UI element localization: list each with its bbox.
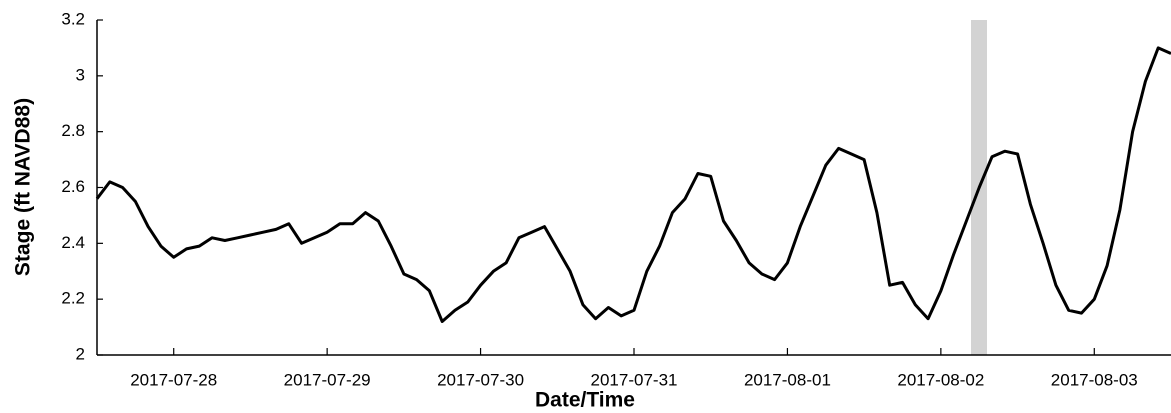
x-axis-title: Date/Time xyxy=(535,389,635,412)
x-tick-label: 2017-08-02 xyxy=(897,370,984,389)
x-tick-label: 2017-07-30 xyxy=(437,370,524,389)
x-tick-label: 2017-07-31 xyxy=(591,370,678,389)
y-tick-label: 2 xyxy=(76,344,85,363)
y-axis-title: Stage (ft NAVD88) xyxy=(12,98,35,276)
x-tick-label: 2017-07-28 xyxy=(130,370,217,389)
y-tick-label: 2.4 xyxy=(61,233,85,252)
x-tick-label: 2017-07-29 xyxy=(284,370,371,389)
y-tick-label: 3 xyxy=(76,65,85,84)
series-line xyxy=(95,46,1171,323)
x-tick-label: 2017-08-01 xyxy=(744,370,831,389)
x-tick-label: 2017-08-03 xyxy=(1051,370,1138,389)
y-tick-label: 3.2 xyxy=(61,9,85,28)
y-tick-label: 2.2 xyxy=(61,289,85,308)
y-tick-label: 2.8 xyxy=(61,121,85,140)
y-tick-label: 2.6 xyxy=(61,177,85,196)
